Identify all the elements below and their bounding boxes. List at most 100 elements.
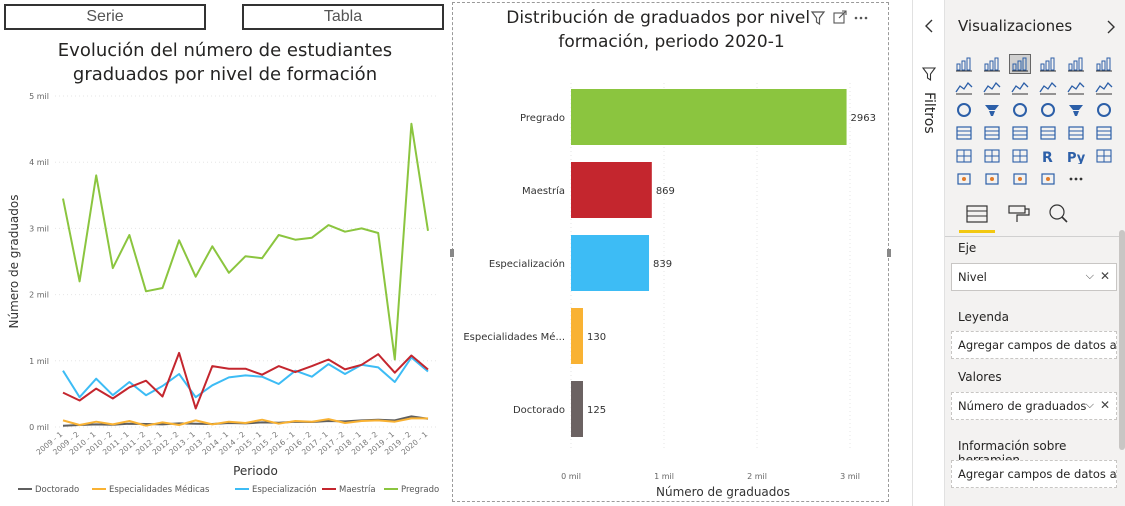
series-line-especialidades-médicas <box>62 417 428 427</box>
svg-text:Py: Py <box>1067 151 1085 164</box>
remove-field-icon[interactable]: ✕ <box>1099 269 1110 283</box>
filters-strip-icons <box>921 19 937 82</box>
line-clustered-icon[interactable] <box>1065 77 1087 97</box>
pane-scrollbar[interactable] <box>1119 230 1125 450</box>
chevron-down-icon[interactable]: ⌵ <box>1085 269 1094 282</box>
legend-item[interactable]: Maestría <box>322 485 376 495</box>
stacked-bar-icon[interactable] <box>953 54 975 74</box>
legend-item[interactable]: Pregrado <box>384 485 439 495</box>
bar-chart-title-line1: Distribución de graduados por nivel de <box>506 8 837 28</box>
series-line-pregrado <box>62 122 429 361</box>
format-paint-roller-icon[interactable] <box>1008 205 1030 222</box>
y-tick-label: 3 mil <box>29 224 49 233</box>
more-icon[interactable] <box>1065 169 1087 189</box>
legend-label: Maestría <box>339 485 376 495</box>
data-label: 2963 <box>851 113 876 124</box>
category-label: Maestría <box>522 185 565 197</box>
resize-handle-right[interactable] <box>887 249 891 257</box>
remove-field-icon[interactable]: ✕ <box>1099 398 1110 412</box>
gauge-icon[interactable] <box>1009 123 1031 143</box>
more-options-icon[interactable] <box>854 16 868 20</box>
multirow-card-icon[interactable] <box>1065 123 1087 143</box>
line-column-icon[interactable] <box>1037 77 1059 97</box>
x-tick-label: 1 mil <box>654 472 674 481</box>
table-icon[interactable] <box>981 146 1003 166</box>
clustered-column-icon[interactable] <box>1037 54 1059 74</box>
line-chart-icon[interactable] <box>953 77 975 97</box>
pane-expand-chevron-icon[interactable] <box>1105 19 1117 35</box>
legend-item[interactable]: Especialización <box>235 484 317 495</box>
category-label: Doctorado <box>513 405 565 416</box>
visualizations-title: Visualizaciones <box>958 17 1073 35</box>
matrix-icon[interactable] <box>1009 146 1031 166</box>
y-axis-label: Número de graduados <box>7 195 21 329</box>
values-field-well[interactable]: Número de graduados ⌵ ✕ <box>951 392 1117 420</box>
line-chart-title-line2: graduados por nivel de formación <box>72 64 378 85</box>
chevron-down-icon[interactable]: ⌵ <box>1085 398 1094 411</box>
tabla-label: Tabla <box>323 8 363 25</box>
tabla-button[interactable]: Tabla <box>242 4 444 30</box>
pie-icon[interactable] <box>1037 100 1059 120</box>
y-tick-label: 2 mil <box>29 291 49 300</box>
python-visual-icon[interactable]: Py <box>1065 146 1087 166</box>
data-label: 869 <box>656 186 675 197</box>
serie-button[interactable]: Serie <box>4 4 206 30</box>
bar-chart-visual[interactable]: Distribución de graduados por nivel de f… <box>450 2 891 502</box>
treemap-icon[interactable] <box>1093 100 1115 120</box>
donut-icon[interactable] <box>1065 100 1087 120</box>
filter-icon[interactable] <box>810 11 826 26</box>
legend-label: Doctorado <box>35 485 79 495</box>
paginated-icon[interactable] <box>1037 169 1059 189</box>
legend-field-well[interactable]: Agregar campos de datos a... <box>951 331 1117 359</box>
bar-chart-title: Distribución de graduados por nivel de f… <box>453 6 890 54</box>
category-label: Especialidades Mé... <box>463 331 565 343</box>
100-column-icon[interactable] <box>1093 54 1115 74</box>
bar <box>571 89 847 145</box>
filled-map-icon[interactable] <box>981 123 1003 143</box>
key-influencers-icon[interactable] <box>1093 146 1115 166</box>
legend-placeholder: Agregar campos de datos a... <box>958 338 1117 352</box>
legend-item[interactable]: Especialidades Médicas <box>92 484 210 495</box>
line-chart-visual[interactable]: Evolución del número de estudiantes grad… <box>0 34 450 506</box>
area-chart-icon[interactable] <box>981 77 1003 97</box>
r-visual-icon[interactable]: R <box>1037 146 1059 166</box>
stacked-column-icon[interactable] <box>981 54 1003 74</box>
legend-label: Pregrado <box>401 485 439 495</box>
ribbon-chart-icon[interactable] <box>1093 77 1115 97</box>
qa-icon[interactable] <box>981 169 1003 189</box>
bar <box>571 381 583 437</box>
decomposition-tree-icon[interactable] <box>953 169 975 189</box>
100-bar-icon[interactable] <box>1065 54 1087 74</box>
axis-field-well[interactable]: Nivel ⌵ ✕ <box>951 263 1117 291</box>
filters-pane-collapsed[interactable]: Filtros <box>912 0 944 506</box>
y-tick-label: 4 mil <box>29 158 49 167</box>
series-line-especialización <box>62 356 429 399</box>
legend-section-label: Leyenda <box>958 310 1009 324</box>
stacked-area-icon[interactable] <box>1009 77 1031 97</box>
tooltips-field-well[interactable]: Agregar campos de datos a... <box>951 460 1117 488</box>
legend-label: Especialidades Médicas <box>109 484 210 495</box>
legend-item[interactable]: Doctorado <box>18 485 79 495</box>
series-line-maestría <box>62 351 429 410</box>
waterfall-icon[interactable] <box>953 100 975 120</box>
analytics-magnifier-icon[interactable] <box>1049 204 1068 223</box>
focus-mode-icon[interactable] <box>833 10 847 24</box>
category-label: Especialización <box>489 258 565 270</box>
funnel-icon[interactable] <box>981 100 1003 120</box>
slicer-icon[interactable] <box>953 146 975 166</box>
axis-section-label: Eje <box>958 241 977 255</box>
filters-label-container: Filtros <box>919 92 939 152</box>
smart-narrative-icon[interactable] <box>1009 169 1031 189</box>
fields-tab-icon[interactable] <box>959 205 995 233</box>
collapse-chevron-icon[interactable] <box>925 19 933 33</box>
card-icon[interactable] <box>1037 123 1059 143</box>
scatter-icon[interactable] <box>1009 100 1031 120</box>
map-icon[interactable] <box>953 123 975 143</box>
bar <box>571 308 583 364</box>
kpi-icon[interactable] <box>1093 123 1115 143</box>
tooltips-placeholder: Agregar campos de datos a... <box>958 467 1117 481</box>
clustered-bar-icon[interactable] <box>1009 54 1031 74</box>
x-tick-label: 2 mil <box>747 472 767 481</box>
resize-handle-left[interactable] <box>450 249 454 257</box>
